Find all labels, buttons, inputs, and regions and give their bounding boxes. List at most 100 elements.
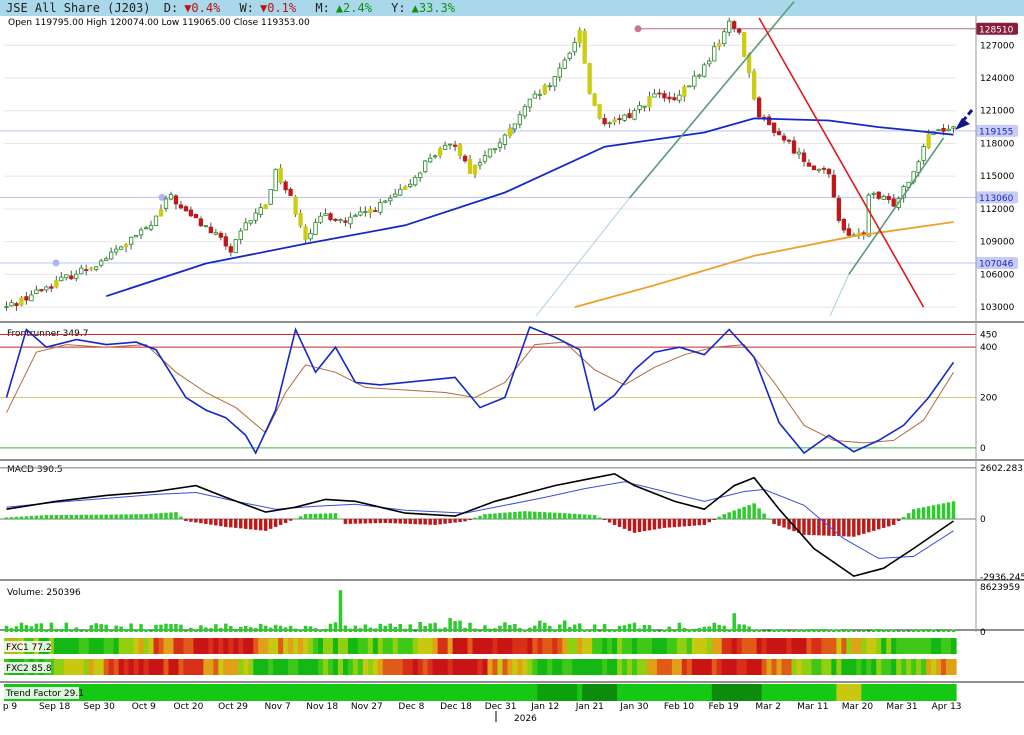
trend-factor-cell bbox=[432, 684, 439, 701]
macd-histogram-bar bbox=[617, 519, 622, 527]
macd-histogram-bar bbox=[59, 514, 64, 520]
heatmap-cell bbox=[288, 659, 294, 675]
trend-factor-cell bbox=[756, 684, 763, 701]
candle-body bbox=[816, 168, 822, 171]
volume-bar bbox=[931, 629, 936, 632]
trend-factor-cell bbox=[78, 684, 85, 701]
volume-bar bbox=[891, 629, 896, 632]
heatmap-cell bbox=[322, 638, 329, 654]
trend-factor-cell bbox=[916, 684, 922, 701]
trend-factor-cell bbox=[731, 684, 738, 701]
heatmap-cell bbox=[412, 659, 419, 675]
heatmap-cell bbox=[352, 638, 359, 654]
heatmap-cell bbox=[332, 659, 339, 675]
macd-histogram-bar bbox=[772, 519, 776, 524]
heatmap-cell bbox=[507, 638, 513, 654]
volume-bar bbox=[558, 624, 562, 632]
heatmap-cell bbox=[801, 659, 808, 675]
candle-body bbox=[388, 197, 393, 202]
heatmap-cell bbox=[432, 638, 439, 654]
candle-body bbox=[517, 114, 523, 125]
candle-body bbox=[143, 227, 149, 230]
heatmap-cell bbox=[721, 638, 728, 654]
heatmap-cell bbox=[741, 659, 748, 675]
candle-body bbox=[59, 276, 64, 282]
volume-bar bbox=[842, 628, 846, 632]
heatmap-cell bbox=[736, 659, 743, 675]
macd-histogram-bar bbox=[508, 512, 512, 520]
macd-histogram-bar bbox=[333, 513, 338, 520]
candle-body bbox=[318, 215, 323, 223]
trend-factor-cell bbox=[497, 684, 504, 701]
heatmap-cell bbox=[113, 638, 120, 654]
heatmap-cell bbox=[472, 659, 479, 675]
macd-histogram-bar bbox=[543, 512, 547, 520]
trend-factor-cell bbox=[298, 684, 304, 701]
macd-histogram-bar bbox=[428, 519, 432, 525]
volume-bar bbox=[906, 630, 911, 632]
trend-factor-cell bbox=[228, 684, 234, 701]
macd-histogram-bar bbox=[862, 519, 866, 534]
x-tick-label: Dec 18 bbox=[440, 702, 472, 712]
trend-factor-cell bbox=[427, 684, 434, 701]
heatmap-cell bbox=[238, 659, 244, 675]
heatmap-cell bbox=[786, 638, 793, 654]
volume-bar bbox=[209, 628, 213, 632]
macd-histogram-bar bbox=[368, 519, 373, 524]
candle-body bbox=[428, 157, 433, 163]
heatmap-cell bbox=[582, 659, 588, 675]
heatmap-cell bbox=[457, 659, 464, 675]
volume-bar bbox=[901, 630, 906, 632]
heatmap-cell bbox=[153, 659, 160, 675]
trend-factor-cell bbox=[656, 684, 663, 701]
heatmap-cell bbox=[103, 659, 110, 675]
heatmap-cell bbox=[233, 659, 239, 675]
heatmap-cell bbox=[298, 659, 304, 675]
heatmap-cell bbox=[557, 659, 563, 675]
heatmap-cell bbox=[313, 638, 319, 654]
week-change-label: W: bbox=[239, 1, 254, 15]
volume-bar bbox=[782, 629, 786, 632]
trend-factor-cell bbox=[846, 684, 852, 701]
candle-body bbox=[383, 200, 388, 203]
candle-body bbox=[303, 226, 308, 240]
macd-histogram-bar bbox=[872, 519, 876, 531]
candle-body bbox=[527, 98, 532, 108]
candle-body bbox=[722, 31, 727, 44]
heatmap-cell bbox=[522, 638, 528, 654]
heatmap-cell bbox=[432, 659, 439, 675]
trend-factor-cell bbox=[597, 684, 603, 701]
heatmap-cell bbox=[68, 659, 75, 675]
candle-body bbox=[677, 94, 682, 101]
trend-factor-cell bbox=[632, 684, 638, 701]
candle-body bbox=[218, 232, 223, 238]
trend-factor-cell bbox=[941, 684, 947, 701]
trend-factor-cell bbox=[158, 684, 165, 701]
candle-body bbox=[432, 155, 438, 158]
heatmap-cell bbox=[781, 638, 788, 654]
heatmap-cell bbox=[741, 638, 748, 654]
volume-bar bbox=[553, 629, 557, 632]
volume-bar bbox=[617, 625, 622, 632]
macd-histogram-bar bbox=[513, 511, 517, 520]
volume-bar bbox=[164, 623, 168, 632]
macd-histogram-bar bbox=[677, 519, 682, 527]
volume-bar bbox=[742, 624, 746, 632]
heatmap-cell bbox=[253, 638, 259, 654]
heatmap-cell bbox=[572, 638, 578, 654]
macd-histogram-bar bbox=[438, 519, 442, 525]
heatmap-cell bbox=[622, 638, 628, 654]
heatmap-cell bbox=[527, 638, 533, 654]
heatmap-cell bbox=[941, 638, 947, 654]
trend-factor-cell bbox=[502, 684, 509, 701]
macd-histogram-bar bbox=[89, 514, 93, 520]
candle-body bbox=[158, 209, 164, 217]
trend-factor-cell bbox=[397, 684, 404, 701]
volume-bar bbox=[867, 630, 871, 632]
candle-body bbox=[512, 123, 518, 130]
volume-bar bbox=[298, 629, 303, 632]
heatmap-cell bbox=[796, 638, 803, 654]
heatmap-cell bbox=[362, 659, 369, 675]
heatmap-cell bbox=[612, 659, 618, 675]
candle-body bbox=[313, 221, 318, 235]
